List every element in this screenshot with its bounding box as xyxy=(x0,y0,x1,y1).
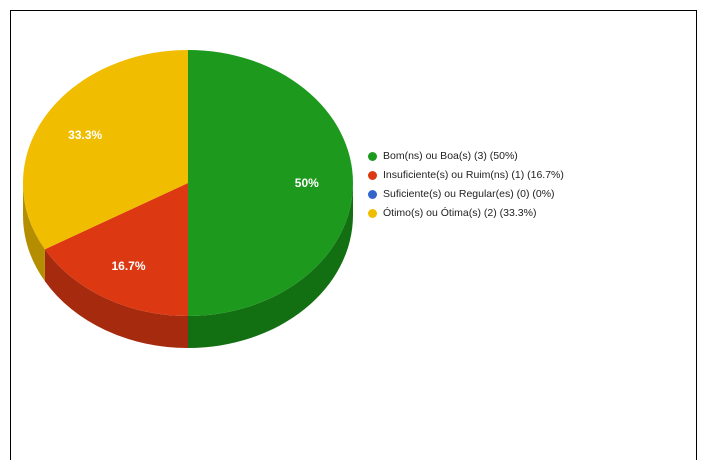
slice-bom-ns-ou-boa-s[interactable] xyxy=(188,50,353,316)
legend-item-suficiente-s-ou-regular-es[interactable]: Suficiente(s) ou Regular(es) (0) (0%) xyxy=(368,188,568,201)
legend-label: Insuficiente(s) ou Ruim(ns) (1) (16.7%) xyxy=(383,169,564,181)
legend-item-bom-ns-ou-boa-s[interactable]: Bom(ns) ou Boa(s) (3) (50%) xyxy=(368,150,568,163)
data-label-bom-ns-ou-boa-s: 50% xyxy=(295,176,319,190)
legend-label: Bom(ns) ou Boa(s) (3) (50%) xyxy=(383,150,518,162)
slice-otimo-s-ou-otima-s[interactable] xyxy=(22,50,189,250)
legend-label: Suficiente(s) ou Regular(es) (0) (0%) xyxy=(383,188,555,200)
legend-dot-icon xyxy=(368,209,377,218)
slice-side-otimo-s-ou-otima-s xyxy=(23,183,45,282)
slice-side-bom-ns-ou-boa-s xyxy=(188,183,353,348)
legend-item-insuficiente-s-ou-ruim-ns[interactable]: Insuficiente(s) ou Ruim(ns) (1) (16.7%) xyxy=(368,169,568,182)
legend-item-otimo-s-ou-otima-s[interactable]: Ótimo(s) ou Ótima(s) (2) (33.3%) xyxy=(368,207,568,220)
legend-dot-icon xyxy=(368,190,377,199)
data-label-otimo-s-ou-otima-s: 33.3% xyxy=(68,128,102,142)
slice-side-insuficiente-s-ou-ruim-ns xyxy=(44,249,188,348)
pie-side-walls xyxy=(23,183,353,348)
pie-top xyxy=(22,50,353,316)
legend-dot-icon xyxy=(368,171,377,180)
data-label-insuficiente-s-ou-ruim-ns: 16.7% xyxy=(111,259,145,273)
legend: Bom(ns) ou Boa(s) (3) (50%) Insuficiente(… xyxy=(368,150,568,226)
slice-insuficiente-s-ou-ruim-ns[interactable] xyxy=(44,183,188,316)
legend-label: Ótimo(s) ou Ótima(s) (2) (33.3%) xyxy=(383,207,537,219)
legend-dot-icon xyxy=(368,152,377,161)
